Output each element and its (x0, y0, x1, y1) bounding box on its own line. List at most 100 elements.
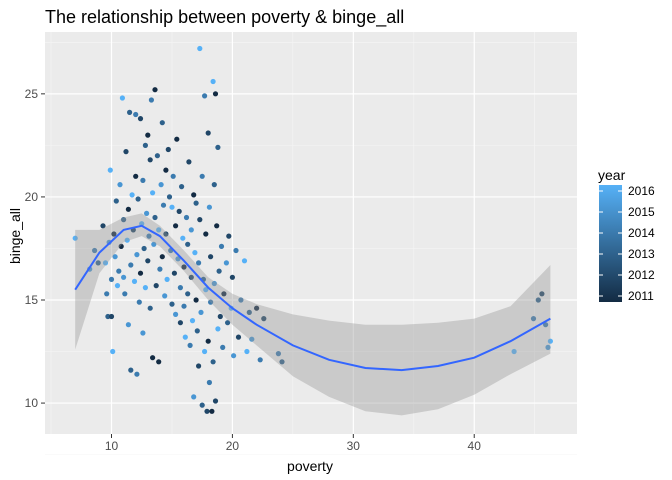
data-point (210, 359, 216, 365)
data-point (543, 322, 549, 328)
data-point (144, 210, 150, 216)
data-point (206, 204, 212, 210)
data-point (189, 318, 196, 324)
data-point (181, 303, 187, 309)
data-point (205, 130, 211, 136)
data-point (142, 142, 148, 148)
data-point (125, 322, 131, 328)
data-point (214, 223, 220, 229)
legend-label: 2015 (628, 205, 655, 219)
data-point (136, 299, 142, 305)
data-point (124, 237, 130, 243)
data-point (163, 167, 169, 173)
confidence-band (75, 213, 551, 416)
data-point (148, 97, 154, 103)
y-tick-label: 20 (25, 190, 39, 204)
data-point (547, 338, 554, 344)
data-point (104, 291, 110, 297)
data-point (159, 120, 165, 126)
data-point (211, 280, 217, 287)
data-point (162, 293, 168, 299)
data-point (204, 408, 210, 414)
data-point (145, 258, 151, 264)
data-point (92, 247, 98, 254)
data-point (142, 285, 148, 291)
data-point (208, 254, 214, 260)
data-point (275, 351, 281, 357)
data-point (187, 342, 193, 348)
data-point (131, 278, 138, 284)
legend-label: 2011 (628, 289, 654, 303)
data-point (220, 344, 226, 350)
plot-panel (45, 32, 577, 455)
data-point (150, 190, 156, 196)
data-point (112, 254, 118, 260)
smooth-line (74, 224, 551, 372)
data-point (185, 291, 191, 297)
data-point (128, 262, 134, 268)
data-point (215, 144, 221, 150)
data-point (202, 93, 208, 99)
y-tick-label: 25 (25, 87, 39, 101)
data-point (211, 182, 217, 188)
data-point (156, 359, 162, 365)
data-point (114, 283, 121, 289)
data-point (137, 116, 144, 122)
data-point (193, 200, 199, 206)
data-point (511, 348, 517, 355)
legend-label: 2014 (628, 226, 655, 240)
data-point (137, 270, 144, 276)
data-point (231, 353, 237, 359)
data-point (206, 379, 212, 386)
chart-title: The relationship between poverty & binge… (45, 7, 404, 28)
data-point (110, 348, 116, 355)
data-point (133, 111, 139, 118)
panel-background (45, 32, 577, 434)
data-point (113, 198, 119, 204)
data-point (153, 283, 159, 289)
data-point (140, 177, 146, 183)
data-point (166, 194, 173, 200)
x-tick-label: 40 (468, 439, 482, 453)
data-point (176, 208, 182, 214)
data-point (241, 258, 248, 264)
data-point (173, 311, 179, 317)
data-point (225, 320, 231, 326)
data-point (173, 223, 179, 229)
data-point (185, 241, 191, 247)
legend-colorbar (599, 185, 622, 302)
data-point (121, 217, 127, 223)
data-point (150, 355, 156, 361)
data-point (215, 326, 221, 332)
data-point (121, 274, 127, 280)
data-point (530, 316, 537, 322)
data-point (191, 394, 197, 400)
data-point (163, 231, 169, 237)
data-point (180, 235, 186, 241)
data-point (117, 182, 123, 188)
data-point (154, 153, 160, 159)
data-point (199, 173, 205, 179)
data-point (119, 95, 125, 101)
data-point (193, 297, 199, 303)
data-point (160, 202, 167, 208)
data-point (165, 146, 171, 153)
data-point (128, 367, 134, 373)
data-point (145, 132, 151, 138)
data-point (221, 291, 227, 297)
data-point (535, 297, 541, 303)
data-point (188, 274, 194, 280)
data-point (107, 167, 113, 173)
data-point (72, 235, 78, 241)
data-point (127, 109, 133, 115)
data-point (261, 316, 267, 322)
data-point (199, 402, 205, 408)
data-point (279, 359, 285, 365)
data-point (111, 231, 117, 237)
data-point (198, 309, 204, 315)
data-point (186, 159, 192, 165)
data-point (229, 274, 235, 280)
data-point (147, 305, 153, 311)
data-point (202, 348, 208, 355)
